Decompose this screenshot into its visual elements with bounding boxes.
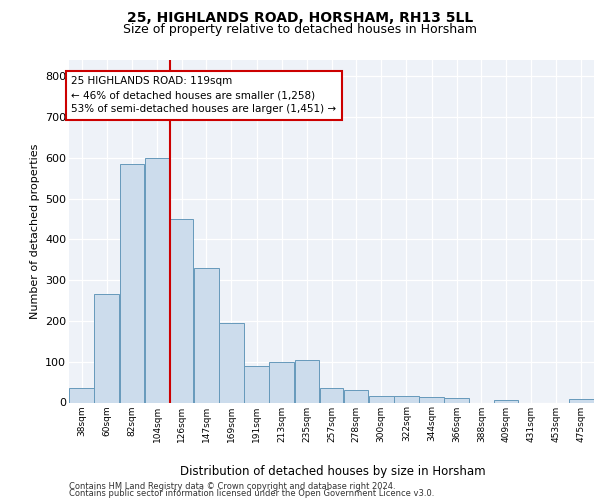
Text: 25, HIGHLANDS ROAD, HORSHAM, RH13 5LL: 25, HIGHLANDS ROAD, HORSHAM, RH13 5LL bbox=[127, 11, 473, 25]
Bar bbox=[494, 400, 518, 402]
Y-axis label: Number of detached properties: Number of detached properties bbox=[29, 144, 40, 319]
Text: Distribution of detached houses by size in Horsham: Distribution of detached houses by size … bbox=[180, 464, 486, 477]
Bar bbox=[445, 398, 469, 402]
Text: 25 HIGHLANDS ROAD: 119sqm
← 46% of detached houses are smaller (1,258)
53% of se: 25 HIGHLANDS ROAD: 119sqm ← 46% of detac… bbox=[71, 76, 337, 114]
Bar bbox=[145, 158, 169, 402]
Bar bbox=[369, 396, 394, 402]
Bar bbox=[569, 399, 594, 402]
Bar bbox=[394, 396, 419, 402]
Text: Size of property relative to detached houses in Horsham: Size of property relative to detached ho… bbox=[123, 22, 477, 36]
Bar bbox=[269, 362, 294, 403]
Bar bbox=[320, 388, 343, 402]
Bar bbox=[119, 164, 144, 402]
Text: Contains public sector information licensed under the Open Government Licence v3: Contains public sector information licen… bbox=[69, 488, 434, 498]
Text: Contains HM Land Registry data © Crown copyright and database right 2024.: Contains HM Land Registry data © Crown c… bbox=[69, 482, 395, 491]
Bar bbox=[295, 360, 319, 403]
Bar bbox=[94, 294, 119, 403]
Bar bbox=[219, 323, 244, 402]
Bar bbox=[244, 366, 269, 403]
Bar bbox=[194, 268, 218, 402]
Bar bbox=[170, 219, 193, 402]
Bar bbox=[69, 388, 94, 402]
Bar bbox=[419, 397, 444, 402]
Bar bbox=[344, 390, 368, 402]
